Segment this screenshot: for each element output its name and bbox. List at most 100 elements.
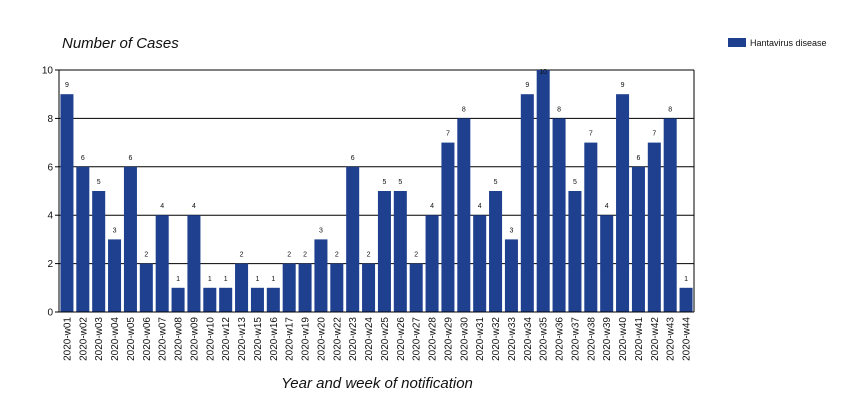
x-tick-label: 2020-w02 (78, 317, 89, 361)
data-label: 6 (636, 155, 640, 162)
bar (616, 94, 630, 312)
y-tick-label: 2 (47, 259, 53, 270)
bar (298, 263, 312, 312)
data-label: 5 (494, 179, 498, 186)
x-tick-label: 2020-w43 (666, 317, 677, 361)
x-tick-label: 2020-w32 (491, 317, 502, 361)
y-tick-label: 4 (47, 211, 53, 222)
bar (441, 142, 455, 312)
data-label: 8 (668, 106, 672, 113)
data-label: 5 (398, 179, 402, 186)
bar (250, 287, 264, 312)
data-label: 4 (160, 203, 164, 210)
bar (536, 70, 550, 312)
bar (409, 263, 423, 312)
bar (504, 239, 518, 312)
data-label: 1 (224, 276, 228, 283)
data-label: 5 (382, 179, 386, 186)
bar (489, 191, 503, 312)
bar (457, 118, 471, 313)
bar (92, 191, 106, 312)
data-label: 9 (525, 82, 529, 89)
data-label: 4 (478, 203, 482, 210)
data-label: 3 (113, 227, 117, 234)
x-axis-title: Year and week of notification (281, 375, 473, 392)
bar (76, 166, 90, 312)
x-tick-label: 2020-w05 (126, 317, 137, 361)
data-label: 2 (287, 252, 291, 259)
x-tick-label: 2020-w12 (221, 317, 232, 361)
data-label: 4 (430, 203, 434, 210)
x-tick-label: 2020-w27 (412, 317, 423, 361)
data-label: 2 (303, 252, 307, 259)
data-label: 6 (128, 155, 132, 162)
x-tick-label: 2020-w29 (443, 317, 454, 361)
x-tick-label: 2020-w42 (650, 317, 661, 361)
x-tick-label: 2020-w30 (459, 317, 470, 361)
bar (314, 239, 328, 312)
x-tick-label: 2020-w28 (428, 317, 439, 361)
bar (520, 94, 534, 312)
bar (219, 287, 233, 312)
bar (139, 263, 153, 312)
data-label: 2 (144, 252, 148, 259)
x-tick-label: 2020-w22 (332, 317, 343, 361)
x-tick-label: 2020-w37 (570, 317, 581, 361)
bar (377, 191, 391, 312)
y-tick-label: 6 (47, 162, 53, 173)
data-label: 7 (446, 131, 450, 138)
x-tick-label: 2020-w31 (475, 317, 486, 361)
bar (266, 287, 280, 312)
x-tick-label: 2020-w35 (539, 317, 550, 361)
x-tick-label: 2020-w03 (94, 317, 105, 361)
x-tick-label: 2020-w44 (682, 317, 693, 361)
bar (631, 166, 645, 312)
bar (600, 215, 614, 312)
data-label: 2 (240, 252, 244, 259)
data-label: 1 (271, 276, 275, 283)
x-tick-label: 2020-w10 (205, 317, 216, 361)
bar (346, 166, 360, 312)
bar (60, 94, 74, 312)
x-tick-label: 2020-w08 (174, 317, 185, 361)
y-tick-label: 0 (47, 308, 53, 319)
bar (393, 191, 407, 312)
gridlines (59, 69, 694, 313)
data-label: 4 (605, 203, 609, 210)
x-tick-label: 2020-w41 (634, 317, 645, 361)
bar (362, 263, 376, 312)
bar (568, 191, 582, 312)
data-label: 10 (539, 69, 547, 76)
bar (473, 215, 487, 312)
x-tick-label: 2020-w23 (348, 317, 359, 361)
bar (330, 263, 344, 312)
data-label: 2 (367, 252, 371, 259)
data-label: 8 (462, 106, 466, 113)
x-tick-label: 2020-w24 (364, 317, 375, 361)
data-label: 1 (208, 276, 212, 283)
y-tick-label: 8 (47, 114, 53, 125)
axes (58, 70, 695, 313)
data-label: 3 (509, 227, 513, 234)
x-tick-label: 2020-w01 (62, 317, 73, 361)
data-label: 7 (589, 131, 593, 138)
data-label: 6 (81, 155, 85, 162)
x-tick-label: 2020-w33 (507, 317, 518, 361)
y-ticks: 0 2 4 6 8 10 (42, 66, 59, 319)
x-tick-label: 2020-w34 (523, 317, 534, 361)
x-tick-label: 2020-w38 (586, 317, 597, 361)
x-tick-label: 2020-w13 (237, 317, 248, 361)
y-tick-label: 10 (42, 66, 54, 77)
x-tick-label: 2020-w36 (555, 317, 566, 361)
data-label: 5 (573, 179, 577, 186)
bar (123, 166, 137, 312)
data-label: 4 (192, 203, 196, 210)
data-label: 6 (351, 155, 355, 162)
data-label: 9 (65, 82, 69, 89)
data-label: 5 (97, 179, 101, 186)
data-label: 1 (176, 276, 180, 283)
x-ticks: 2020-w01 2020-w02 2020-w03 2020-w04 2020-w05… (62, 317, 692, 361)
data-label: 2 (414, 252, 418, 259)
data-labels: 9 6 5 3 6 2 4 1 4 1 1 2 1 1 2 2 3 2 6 2 5 5 2 4 7 8 4 5 3 9 10 8 5 7 4 9 6 7 8… (65, 69, 688, 283)
